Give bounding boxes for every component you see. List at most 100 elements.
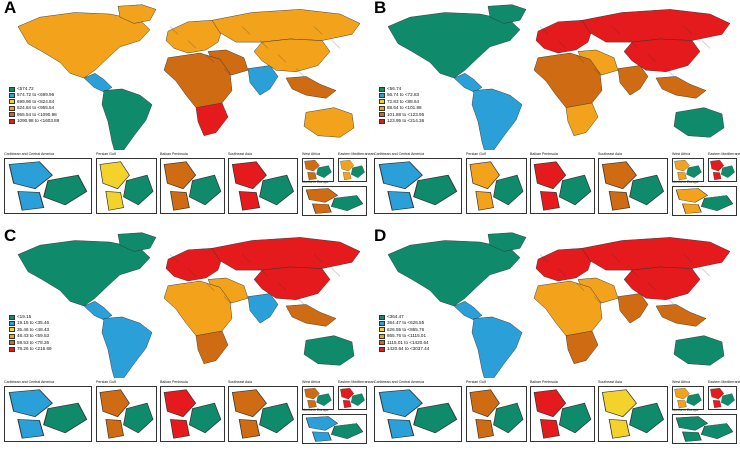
inset-region xyxy=(720,165,735,178)
region-china xyxy=(253,266,331,300)
inset-region xyxy=(675,188,709,203)
legend-label: 88.64 to <101.88 xyxy=(387,105,422,111)
inset-region xyxy=(340,159,355,172)
inset-gulf xyxy=(96,386,157,442)
inset-balkan xyxy=(530,158,595,214)
inset-title-neurope: Northern Europe xyxy=(672,408,699,412)
inset-sea xyxy=(598,158,668,214)
legend-swatch xyxy=(9,86,15,92)
legend: <574.72 574.72 to <699.96 699.96 to <824.8… xyxy=(9,86,59,124)
inset-region xyxy=(378,389,423,418)
country-border xyxy=(187,268,197,277)
region-ca xyxy=(453,301,483,321)
inset-region xyxy=(307,172,317,181)
legend-label: 699.96 to <824.84 xyxy=(17,98,55,104)
inset-region xyxy=(608,419,631,439)
inset-title-caribbean: Caribbean and Central America xyxy=(4,380,55,384)
inset-region xyxy=(304,387,320,400)
inset-region xyxy=(475,419,494,439)
legend-label: 56.74 to <72.83 xyxy=(387,92,420,98)
country-border xyxy=(223,296,233,305)
inset-map xyxy=(601,389,665,439)
country-border xyxy=(241,26,251,35)
legend-swatch xyxy=(379,321,385,327)
legend-entry: 35.46 to <48.43 xyxy=(9,327,52,333)
region-sa xyxy=(471,316,523,378)
inset-region xyxy=(629,402,665,434)
country-border xyxy=(295,68,305,77)
legend-label: 48.43 to <59.53 xyxy=(17,333,50,339)
inset-caribbean xyxy=(4,158,92,214)
country-border xyxy=(331,268,341,277)
inset-map xyxy=(469,389,524,439)
region-greenland xyxy=(487,232,527,252)
inset-map xyxy=(710,387,735,409)
region-africa xyxy=(533,52,603,110)
inset-map xyxy=(231,389,295,439)
country-border xyxy=(575,54,585,63)
inset-region xyxy=(304,159,320,172)
legend-label: 364.47 to <626.55 xyxy=(387,320,425,326)
inset-sea xyxy=(228,386,298,442)
region-na xyxy=(17,240,151,307)
panel-a: A <574.72 574.72 to <699.96 699.96 to <824… xyxy=(0,0,375,227)
legend-entry: 101.88 to <123.95 xyxy=(379,112,424,118)
legend-label: <56.74 xyxy=(387,86,402,91)
inset-region xyxy=(316,165,332,178)
region-china xyxy=(623,38,701,72)
legend-entry: 1115.01 to <1420.64 xyxy=(379,340,429,346)
inset-balkan xyxy=(530,386,595,442)
legend-label: 1115.01 to <1420.64 xyxy=(387,339,429,345)
inset-title-sea: Southeast Asia xyxy=(598,380,622,384)
inset-region xyxy=(123,174,154,206)
country-border xyxy=(169,254,179,263)
inset-title-med: Eastern Mediterranean xyxy=(338,380,375,384)
region-safrica xyxy=(195,330,229,364)
region-sa xyxy=(471,88,523,150)
inset-region xyxy=(629,174,665,206)
inset-title-balkan: Balkan Peninsula xyxy=(160,380,188,384)
inset-region xyxy=(312,431,332,442)
country-border xyxy=(539,254,549,263)
inset-balkan xyxy=(160,386,225,442)
inset-map xyxy=(305,416,364,442)
world-map-svg xyxy=(387,232,731,378)
region-sea xyxy=(655,304,707,327)
panel-c: C <19.15 19.15 to <35.46 35.46 to <48.43 48… xyxy=(0,226,375,455)
world-map-svg xyxy=(387,4,731,150)
region-na xyxy=(17,12,151,79)
legend-swatch xyxy=(379,86,385,92)
region-safrica xyxy=(565,102,599,136)
inset-region xyxy=(677,400,687,409)
legend-swatch xyxy=(379,333,385,339)
region-na xyxy=(387,12,521,79)
legend-label: 1420.64 to <3037.44 xyxy=(387,345,430,351)
inset-title-gulf: Persian Gulf xyxy=(466,152,486,156)
country-border xyxy=(205,282,215,291)
inset-map xyxy=(8,161,88,211)
inset-title-sea: Southeast Asia xyxy=(228,152,252,156)
panel-letter: C xyxy=(4,226,17,245)
inset-region xyxy=(105,191,124,211)
country-border xyxy=(557,40,567,49)
panel-letter: B xyxy=(374,0,387,17)
inset-region xyxy=(170,419,190,439)
inset-region xyxy=(305,188,339,203)
inset-sea xyxy=(228,158,298,214)
inset-region xyxy=(558,402,592,434)
inset-title-sea: Southeast Asia xyxy=(228,380,252,384)
legend-entry: 88.64 to <101.88 xyxy=(379,105,424,111)
legend-swatch xyxy=(379,99,385,105)
legend-entry: 699.96 to <824.84 xyxy=(9,99,59,105)
inset-region xyxy=(387,419,415,439)
inset-map xyxy=(533,389,592,439)
country-border xyxy=(665,68,675,77)
region-india xyxy=(617,65,649,96)
legend-label: <574.72 xyxy=(17,86,34,91)
legend-entry: 78.26 to <216.69 xyxy=(9,346,52,352)
region-eu xyxy=(165,248,223,282)
inset-region xyxy=(675,416,709,431)
country-border xyxy=(223,68,233,77)
region-china xyxy=(253,38,331,72)
legend-entry: 1420.64 to <3037.44 xyxy=(379,346,429,352)
